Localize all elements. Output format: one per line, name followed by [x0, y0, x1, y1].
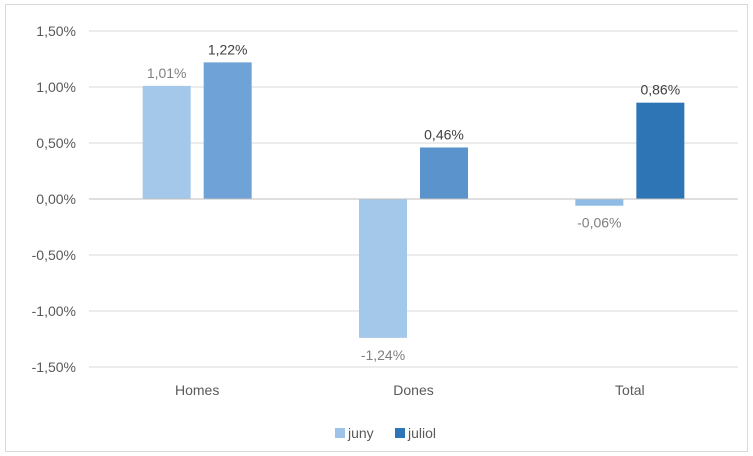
legend-swatch-juny [335, 428, 345, 438]
bar-juny-homes [142, 85, 191, 199]
y-tick-label: 0,50% [36, 135, 76, 151]
data-labels: 1,01% 1,22% -1,24% 0,46% -0,06% 0,86% [147, 41, 680, 363]
category-label: Homes [175, 382, 219, 398]
gridlines [89, 30, 738, 368]
bars [142, 62, 685, 338]
category-label: Total [615, 382, 645, 398]
legend-swatch-juliol [395, 428, 405, 438]
bar-juny-total [575, 199, 624, 206]
y-tick-label: -1,00% [32, 303, 76, 319]
data-label: 0,86% [640, 82, 680, 98]
y-tick-label: 1,50% [36, 23, 76, 39]
y-tick-label: -1,50% [32, 359, 76, 375]
bar-juliol-homes [203, 62, 252, 199]
data-label: 0,46% [424, 126, 464, 142]
y-tick-label: -0,50% [32, 247, 76, 263]
data-label: 1,01% [147, 65, 187, 81]
legend-label-juliol: juliol [407, 425, 436, 441]
category-label: Dones [393, 382, 433, 398]
x-axis-category-labels: Homes Dones Total [175, 382, 645, 398]
legend-label-juny: juny [347, 425, 374, 441]
y-axis-tick-labels: 1,50% 1,00% 0,50% 0,00% -0,50% -1,00% -1,50% [32, 23, 76, 375]
data-label: 1,22% [208, 41, 248, 57]
bar-juliol-dones [420, 147, 468, 199]
legend: juny juliol [335, 425, 436, 441]
data-label: -1,24% [361, 347, 405, 363]
bar-juliol-total [636, 102, 685, 199]
y-tick-label: 1,00% [36, 79, 76, 95]
data-label: -0,06% [577, 215, 621, 231]
y-tick-label: 0,00% [36, 191, 76, 207]
bar-juny-dones [359, 199, 407, 338]
